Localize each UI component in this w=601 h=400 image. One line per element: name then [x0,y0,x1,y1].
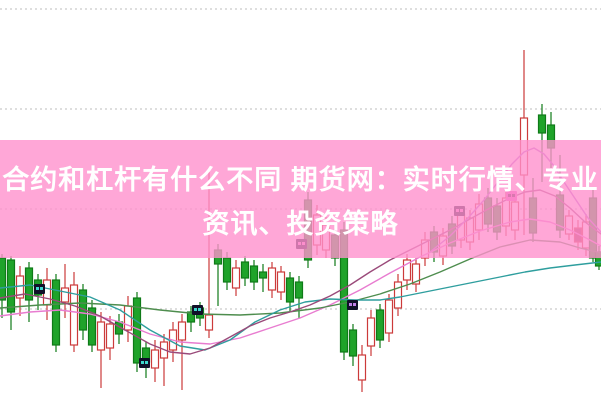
banner-title-line2: 资讯、投资策略 [202,209,399,239]
title-banner: 合约和杠杆有什么不同 期货网：实时行情、专业 资讯、投资策略 [0,140,601,258]
banner-title-line1: 合约和杠杆有什么不同 期货网：实时行情、专业 [2,165,599,195]
